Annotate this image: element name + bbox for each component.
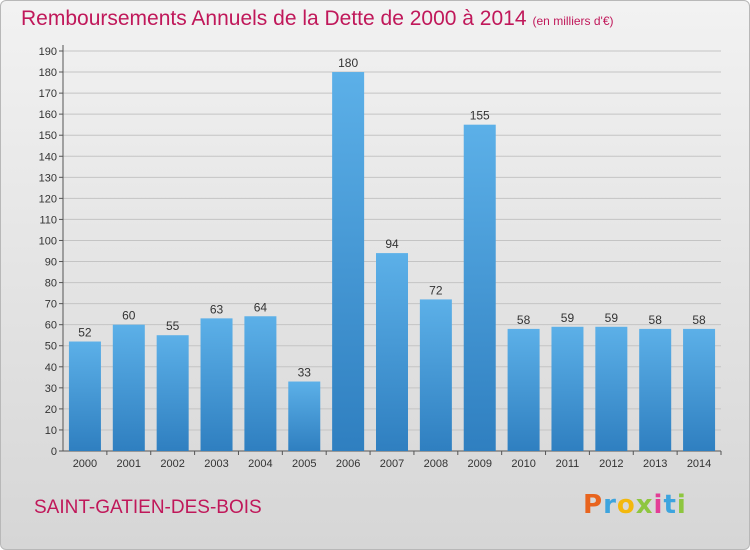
y-tick-label: 20 <box>45 404 57 416</box>
data-label: 58 <box>517 313 531 327</box>
logo-letter: i <box>653 490 664 520</box>
data-label: 60 <box>122 309 136 323</box>
x-tick-label: 2003 <box>204 458 228 470</box>
bar-2000 <box>68 341 101 451</box>
bar-2011 <box>551 326 584 451</box>
y-tick-label: 10 <box>45 425 57 437</box>
bar-2001 <box>112 324 145 451</box>
bar-2006 <box>332 72 365 451</box>
logo-letter: r <box>603 490 617 520</box>
x-tick-label: 2009 <box>467 458 491 470</box>
x-tick-label: 2007 <box>380 458 404 470</box>
y-tick-label: 130 <box>39 172 57 184</box>
bar-2007 <box>376 253 408 451</box>
bar-2005 <box>288 381 321 451</box>
y-tick-label: 180 <box>39 67 57 79</box>
x-tick-label: 2011 <box>556 458 580 470</box>
bar-2013 <box>639 328 672 451</box>
y-tick-label: 0 <box>51 446 57 458</box>
data-label: 55 <box>166 319 180 333</box>
y-tick-label: 50 <box>45 341 57 353</box>
data-label: 72 <box>429 283 443 297</box>
data-label: 52 <box>78 326 92 340</box>
bar-2002 <box>156 335 189 451</box>
x-tick-label: 2006 <box>336 458 360 470</box>
y-tick-label: 110 <box>39 214 57 226</box>
data-label: 59 <box>605 311 619 325</box>
bar-2003 <box>200 318 233 451</box>
bar-2014 <box>683 328 716 451</box>
data-label: 64 <box>254 300 268 314</box>
bar-2004 <box>244 316 277 451</box>
y-tick-label: 80 <box>45 278 57 290</box>
logo-letter: t <box>663 490 677 520</box>
chart-title: Remboursements Annuels de la Dette de 20… <box>21 7 614 31</box>
y-tick-label: 40 <box>45 362 57 374</box>
unit-note: (en milliers d'€) <box>532 14 614 28</box>
bar-2010 <box>507 328 540 451</box>
y-tick-label: 30 <box>45 383 57 395</box>
x-tick-label: 2014 <box>687 458 711 470</box>
logo-letter: P <box>583 490 604 520</box>
data-label: 180 <box>338 56 358 70</box>
y-tick-label: 120 <box>39 193 57 205</box>
data-label: 33 <box>298 366 312 380</box>
bar-2008 <box>419 299 452 451</box>
x-tick-label: 2012 <box>599 458 623 470</box>
y-tick-label: 90 <box>45 257 57 269</box>
bar-2009 <box>463 124 496 452</box>
data-labels: 52 60 55 63 64 33 180 94 72 155 58 59 59 58 58 <box>78 56 706 379</box>
y-tick-label: 70 <box>45 299 57 311</box>
y-tick-label: 140 <box>39 151 57 163</box>
x-tick-label: 2004 <box>248 458 272 470</box>
y-tick-label: 170 <box>39 88 57 100</box>
bar-2012 <box>595 326 628 451</box>
data-label: 59 <box>561 311 575 325</box>
chart-title-text: Remboursements Annuels de la Dette de 20… <box>21 7 527 30</box>
x-tick-label: 2001 <box>117 458 141 470</box>
logo-letter: o <box>616 490 636 520</box>
x-tick-label: 2005 <box>292 458 316 470</box>
axes: 0 10 20 30 40 50 60 70 80 90 100 110 120 130 140 150 160… <box>39 45 722 470</box>
x-tick-label: 2002 <box>160 458 184 470</box>
x-tick-label: 2013 <box>643 458 667 470</box>
x-tick-label: 2000 <box>73 458 97 470</box>
y-tick-label: 100 <box>39 235 57 247</box>
y-tick-label: 150 <box>39 130 57 142</box>
data-label: 155 <box>470 109 490 123</box>
commune-name: SAINT-GATIEN-DES-BOIS <box>34 497 262 518</box>
proxiti-logo: Proxiti <box>583 490 687 520</box>
bars <box>68 72 716 452</box>
y-tick-label: 160 <box>39 109 57 121</box>
data-label: 94 <box>385 237 399 251</box>
data-label: 58 <box>692 313 706 327</box>
y-tick-label: 190 <box>39 46 57 58</box>
x-tick-label: 2008 <box>424 458 448 470</box>
logo-letter: i <box>676 490 687 520</box>
logo-letter: x <box>635 490 654 520</box>
data-label: 63 <box>210 302 224 316</box>
y-tick-label: 60 <box>45 320 57 332</box>
x-tick-label: 2010 <box>511 458 535 470</box>
data-label: 58 <box>649 313 663 327</box>
